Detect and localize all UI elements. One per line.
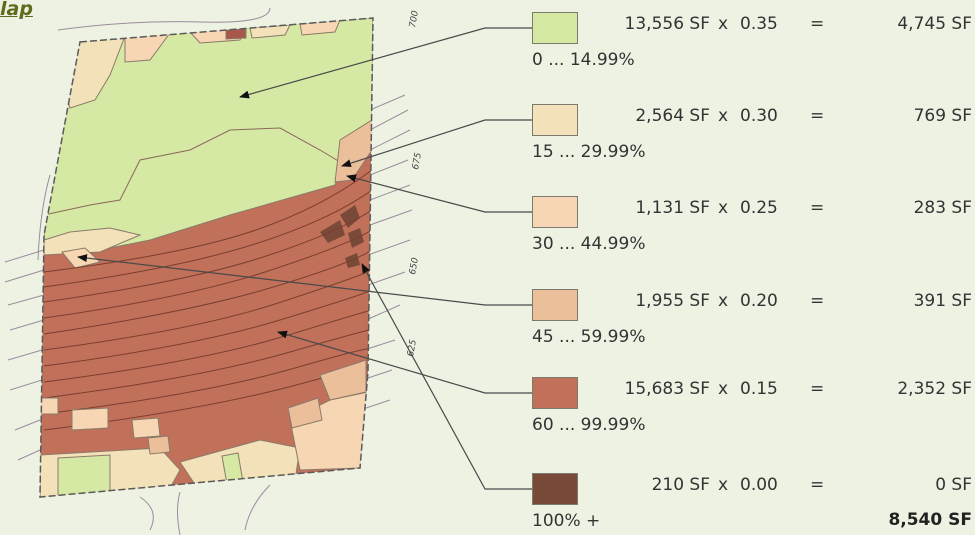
legend-range: 60 ... 99.99% xyxy=(532,415,646,435)
legend-swatch xyxy=(532,104,578,136)
legend-area: 13,556 SF xyxy=(624,14,710,34)
legend-swatch xyxy=(532,377,578,409)
leader-line-6 xyxy=(361,263,532,490)
legend-range: 15 ... 29.99% xyxy=(532,142,646,162)
legend-row: 15,683 SF x 0.15 = 2,352 SF 60 ... 99.99% xyxy=(532,377,972,437)
legend-coefficient: 0.25 xyxy=(740,198,778,218)
contour-label-700: 700 xyxy=(408,10,421,29)
contour-label-650: 650 xyxy=(408,257,421,276)
legend-range: 100% + xyxy=(532,511,601,531)
legend-equals: = xyxy=(810,291,825,311)
legend-swatch xyxy=(532,196,578,228)
legend-result: 769 SF xyxy=(913,106,972,126)
legend-swatch xyxy=(532,289,578,321)
legend-multiply: x xyxy=(718,379,729,399)
legend-range: 0 ... 14.99% xyxy=(532,50,635,70)
legend-result: 391 SF xyxy=(913,291,972,311)
legend-result: 4,745 SF xyxy=(897,14,972,34)
leader-line-1 xyxy=(239,27,532,99)
outer-contours xyxy=(4,7,413,535)
site-boundary xyxy=(39,17,374,498)
legend-area: 1,955 SF xyxy=(635,291,710,311)
legend-result: 0 SF xyxy=(935,475,972,495)
legend-area: 1,131 SF xyxy=(635,198,710,218)
leader-lines xyxy=(77,27,532,490)
legend-multiply: x xyxy=(718,475,729,495)
legend-multiply: x xyxy=(718,291,729,311)
legend-range: 30 ... 44.99% xyxy=(532,234,646,254)
legend-multiply: x xyxy=(718,198,729,218)
legend-row: 210 SF x 0.00 = 0 SF 100% + xyxy=(532,473,972,533)
legend-coefficient: 0.30 xyxy=(740,106,778,126)
map-title: lap xyxy=(0,0,33,20)
leader-line-2 xyxy=(341,119,532,168)
legend-coefficient: 0.00 xyxy=(740,475,778,495)
legend-coefficient: 0.20 xyxy=(740,291,778,311)
leader-line-5 xyxy=(277,330,532,394)
legend-equals: = xyxy=(810,106,825,126)
leader-line-4 xyxy=(77,254,532,306)
legend-row: 1,131 SF x 0.25 = 283 SF 30 ... 44.99% xyxy=(532,196,972,256)
total-result: 8,540 SF xyxy=(888,510,972,530)
legend-coefficient: 0.15 xyxy=(740,379,778,399)
legend-row: 13,556 SF x 0.35 = 4,745 SF 0 ... 14.99% xyxy=(532,12,972,72)
contour-label-675: 675 xyxy=(411,152,424,171)
legend-result: 283 SF xyxy=(913,198,972,218)
legend-result: 2,352 SF xyxy=(897,379,972,399)
legend-equals: = xyxy=(810,379,825,399)
legend-area: 2,564 SF xyxy=(635,106,710,126)
legend-equals: = xyxy=(810,198,825,218)
legend-multiply: x xyxy=(718,14,729,34)
legend-swatch xyxy=(532,473,578,505)
legend-equals: = xyxy=(810,14,825,34)
legend-area: 210 SF xyxy=(651,475,710,495)
legend-coefficient: 0.35 xyxy=(740,14,778,34)
contour-label-625: 625 xyxy=(406,339,419,358)
leader-line-3 xyxy=(346,174,532,213)
legend-row: 1,955 SF x 0.20 = 391 SF 45 ... 59.99% xyxy=(532,289,972,349)
legend-swatch xyxy=(532,12,578,44)
legend-range: 45 ... 59.99% xyxy=(532,327,646,347)
legend-area: 15,683 SF xyxy=(624,379,710,399)
legend-multiply: x xyxy=(718,106,729,126)
legend-equals: = xyxy=(810,475,825,495)
legend-row: 2,564 SF x 0.30 = 769 SF 15 ... 29.99% xyxy=(532,104,972,164)
